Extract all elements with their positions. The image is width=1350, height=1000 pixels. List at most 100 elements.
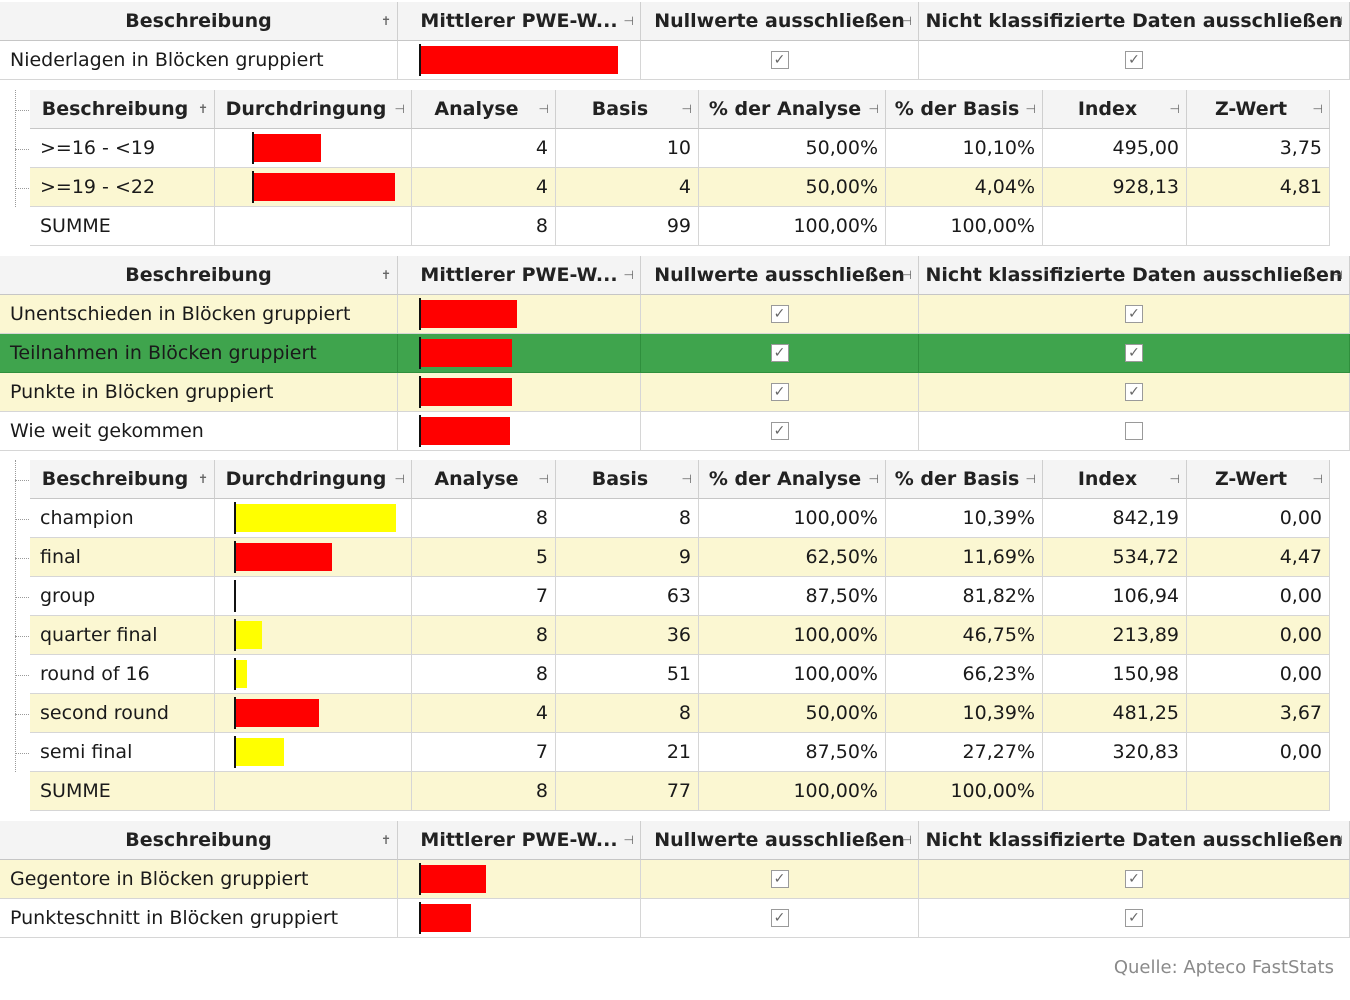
pct-basis-value: 100,00% xyxy=(950,780,1035,802)
sub-column-header-pct-basis[interactable]: % der Basis ⊣ xyxy=(886,460,1043,499)
variable-row[interactable]: Unentschieden in Blöcken gruppiert ✓ ✓ xyxy=(0,295,1350,334)
analyse-value: 4 xyxy=(535,137,548,159)
pin-icon[interactable]: ⊣ xyxy=(901,268,912,282)
sub-column-header-beschreibung[interactable]: Beschreibung ✝ xyxy=(30,90,215,129)
sub-column-header-analyse[interactable]: Analyse ⊣ xyxy=(412,90,556,129)
column-header-label: % der Basis xyxy=(894,98,1020,120)
pin-icon[interactable]: ✝ xyxy=(380,833,391,847)
category-row[interactable]: round of 16 8 51 100,00% 66,23% 150,98 0,00 xyxy=(30,655,1330,694)
exclude-null-checkbox[interactable]: ✓ xyxy=(770,344,789,362)
analyse-cell: 8 xyxy=(412,655,556,694)
sub-column-header-zwert[interactable]: Z-Wert ⊣ xyxy=(1187,90,1330,129)
sub-column-header-analyse[interactable]: Analyse ⊣ xyxy=(412,460,556,499)
exclude-null-checkbox[interactable]: ✓ xyxy=(770,51,789,69)
column-header-pwe[interactable]: Mittlerer PWE-W... ⊣ xyxy=(398,821,641,860)
summary-row[interactable]: SUMME 8 77 100,00% 100,00% xyxy=(30,772,1330,811)
pin-icon[interactable]: ⊣ xyxy=(394,102,405,116)
sub-column-header-basis[interactable]: Basis ⊣ xyxy=(556,460,699,499)
column-header-beschreibung[interactable]: Beschreibung ✝ xyxy=(0,2,398,41)
column-header-beschreibung[interactable]: Beschreibung ✝ xyxy=(0,821,398,860)
sub-column-header-basis[interactable]: Basis ⊣ xyxy=(556,90,699,129)
pin-icon[interactable]: ⊣ xyxy=(394,472,405,486)
pin-icon[interactable]: ⊣ xyxy=(623,833,634,847)
column-header-pwe[interactable]: Mittlerer PWE-W... ⊣ xyxy=(398,2,641,41)
column-header-nicht-klass[interactable]: Nicht klassifizierte Daten ausschließen ⊣ xyxy=(919,256,1350,295)
pin-icon[interactable]: ⊣ xyxy=(868,472,879,486)
sub-column-header-pct-analyse[interactable]: % der Analyse ⊣ xyxy=(699,460,886,499)
pin-icon[interactable]: ⊣ xyxy=(901,14,912,28)
sub-column-header-index[interactable]: Index ⊣ xyxy=(1043,90,1187,129)
exclude-unclassified-checkbox[interactable] xyxy=(1125,422,1143,440)
column-header-beschreibung[interactable]: Beschreibung ✝ xyxy=(0,256,398,295)
sub-column-header-durchdringung[interactable]: Durchdringung ⊣ xyxy=(215,90,412,129)
exclude-unclassified-checkbox[interactable]: ✓ xyxy=(1125,870,1143,888)
pin-icon[interactable]: ⊣ xyxy=(1332,14,1343,28)
pin-icon[interactable]: ⊣ xyxy=(1312,102,1323,116)
exclude-null-checkbox[interactable]: ✓ xyxy=(770,870,789,888)
pct-analyse-value: 100,00% xyxy=(793,507,878,529)
variable-row[interactable]: Wie weit gekommen ✓ xyxy=(0,412,1350,451)
pin-icon[interactable]: ⊣ xyxy=(1312,472,1323,486)
category-row[interactable]: second round 4 8 50,00% 10,39% 481,25 3,67 xyxy=(30,694,1330,733)
exclude-unclassified-checkbox[interactable]: ✓ xyxy=(1125,51,1143,69)
variable-row[interactable]: Niederlagen in Blöcken gruppiert ✓ ✓ xyxy=(0,41,1350,80)
column-header-nullwerte[interactable]: Nullwerte ausschließen ⊣ xyxy=(641,821,919,860)
pin-icon[interactable]: ⊣ xyxy=(1332,268,1343,282)
category-row[interactable]: >=16 - <19 4 10 50,00% 10,10% 495,00 3,75 xyxy=(30,129,1330,168)
sub-column-header-durchdringung[interactable]: Durchdringung ⊣ xyxy=(215,460,412,499)
pwe-bar-cell xyxy=(398,295,641,334)
column-header-nicht-klass[interactable]: Nicht klassifizierte Daten ausschließen ⊣ xyxy=(919,2,1350,41)
pin-icon[interactable]: ⊣ xyxy=(538,102,549,116)
column-header-nullwerte[interactable]: Nullwerte ausschließen ⊣ xyxy=(641,2,919,41)
summary-row[interactable]: SUMME 8 99 100,00% 100,00% xyxy=(30,207,1330,246)
column-header-pwe[interactable]: Mittlerer PWE-W... ⊣ xyxy=(398,256,641,295)
column-header-nicht-klass[interactable]: Nicht klassifizierte Daten ausschließen ⊣ xyxy=(919,821,1350,860)
exclude-null-checkbox[interactable]: ✓ xyxy=(770,422,789,440)
pct-basis-value: 11,69% xyxy=(962,546,1035,568)
category-row[interactable]: group 7 63 87,50% 81,82% 106,94 0,00 xyxy=(30,577,1330,616)
bar-axis xyxy=(419,44,421,76)
pin-icon[interactable]: ✝ xyxy=(380,268,391,282)
variable-row[interactable]: Gegentore in Blöcken gruppiert ✓ ✓ xyxy=(0,860,1350,899)
pin-icon[interactable]: ⊣ xyxy=(1025,472,1036,486)
pin-icon[interactable]: ⊣ xyxy=(681,102,692,116)
exclude-null-checkbox[interactable]: ✓ xyxy=(770,383,789,401)
category-row[interactable]: final 5 9 62,50% 11,69% 534,72 4,47 xyxy=(30,538,1330,577)
pin-icon[interactable]: ⊣ xyxy=(1332,833,1343,847)
column-header-label: Beschreibung xyxy=(125,10,272,32)
pin-icon[interactable]: ⊣ xyxy=(1169,102,1180,116)
exclude-null-checkbox[interactable]: ✓ xyxy=(770,909,789,927)
pin-icon[interactable]: ⊣ xyxy=(1025,102,1036,116)
column-header-label: Z-Wert xyxy=(1214,468,1288,490)
category-row[interactable]: semi final 7 21 87,50% 27,27% 320,83 0,00 xyxy=(30,733,1330,772)
pin-icon[interactable]: ⊣ xyxy=(538,472,549,486)
exclude-unclassified-checkbox[interactable]: ✓ xyxy=(1125,344,1143,362)
pin-icon[interactable]: ⊣ xyxy=(868,102,879,116)
exclude-null-checkbox[interactable]: ✓ xyxy=(770,305,789,323)
pin-icon[interactable]: ✝ xyxy=(380,14,391,28)
category-row[interactable]: champion 8 8 100,00% 10,39% 842,19 0,00 xyxy=(30,499,1330,538)
exclude-unclassified-checkbox[interactable]: ✓ xyxy=(1125,305,1143,323)
variable-row[interactable]: Teilnahmen in Blöcken gruppiert ✓ ✓ xyxy=(0,334,1350,373)
variable-row[interactable]: Punkteschnitt in Blöcken gruppiert ✓ ✓ xyxy=(0,899,1350,938)
category-row[interactable]: >=19 - <22 4 4 50,00% 4,04% 928,13 4,81 xyxy=(30,168,1330,207)
pin-icon[interactable]: ⊣ xyxy=(1169,472,1180,486)
sub-column-header-pct-analyse[interactable]: % der Analyse ⊣ xyxy=(699,90,886,129)
pin-icon[interactable]: ⊣ xyxy=(623,268,634,282)
column-header-nullwerte[interactable]: Nullwerte ausschließen ⊣ xyxy=(641,256,919,295)
category-row[interactable]: quarter final 8 36 100,00% 46,75% 213,89 0,00 xyxy=(30,616,1330,655)
exclude-unclassified-checkbox[interactable]: ✓ xyxy=(1125,383,1143,401)
pin-icon[interactable]: ⊣ xyxy=(681,472,692,486)
variable-row[interactable]: Punkte in Blöcken gruppiert ✓ ✓ xyxy=(0,373,1350,412)
exclude-unclassified-checkbox[interactable]: ✓ xyxy=(1125,909,1143,927)
pin-icon[interactable]: ⊣ xyxy=(901,833,912,847)
pin-icon[interactable]: ✝ xyxy=(197,472,208,486)
pin-icon[interactable]: ⊣ xyxy=(623,14,634,28)
sub-column-header-index[interactable]: Index ⊣ xyxy=(1043,460,1187,499)
pin-icon[interactable]: ✝ xyxy=(197,102,208,116)
category-label: semi final xyxy=(40,741,133,763)
sub-column-header-beschreibung[interactable]: Beschreibung ✝ xyxy=(30,460,215,499)
analyse-value: 4 xyxy=(535,176,548,198)
sub-column-header-pct-basis[interactable]: % der Basis ⊣ xyxy=(886,90,1043,129)
sub-column-header-zwert[interactable]: Z-Wert ⊣ xyxy=(1187,460,1330,499)
